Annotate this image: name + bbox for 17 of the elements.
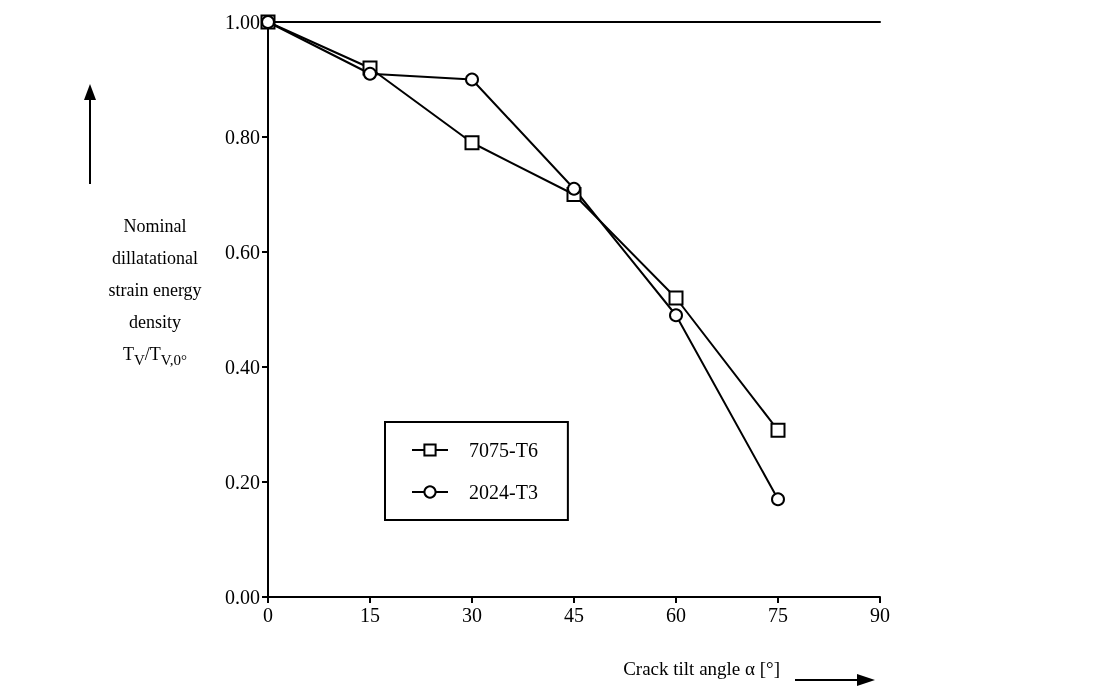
y-axis-title: Nominal dillatational strain energy density T$_{V}$/T$_{V,0°}$ xyxy=(108,216,202,368)
legend-label: 7075-T6 xyxy=(469,439,538,461)
y-tick-label: 0.20 xyxy=(225,471,260,493)
y-tick-label: 0.80 xyxy=(225,126,260,148)
x-tick-label: 15 xyxy=(360,604,380,626)
y-tick-label: 0.60 xyxy=(225,241,260,263)
x-tick-label: 0 xyxy=(263,604,273,626)
y-tick-label: 0.00 xyxy=(225,586,260,608)
x-tick-label: 90 xyxy=(870,604,890,626)
y-tick-label: 0.40 xyxy=(225,356,260,378)
x-tick-label: 60 xyxy=(666,604,686,626)
x-axis-title: Crack tilt angle α [°] xyxy=(622,658,780,680)
x-tick-label: 30 xyxy=(462,604,482,626)
y-tick-label: 1.00 xyxy=(225,11,260,33)
x-tick-label: 45 xyxy=(564,604,584,626)
legend-label: 2024-T3 xyxy=(469,481,538,503)
x-tick-label: 75 xyxy=(768,604,788,626)
